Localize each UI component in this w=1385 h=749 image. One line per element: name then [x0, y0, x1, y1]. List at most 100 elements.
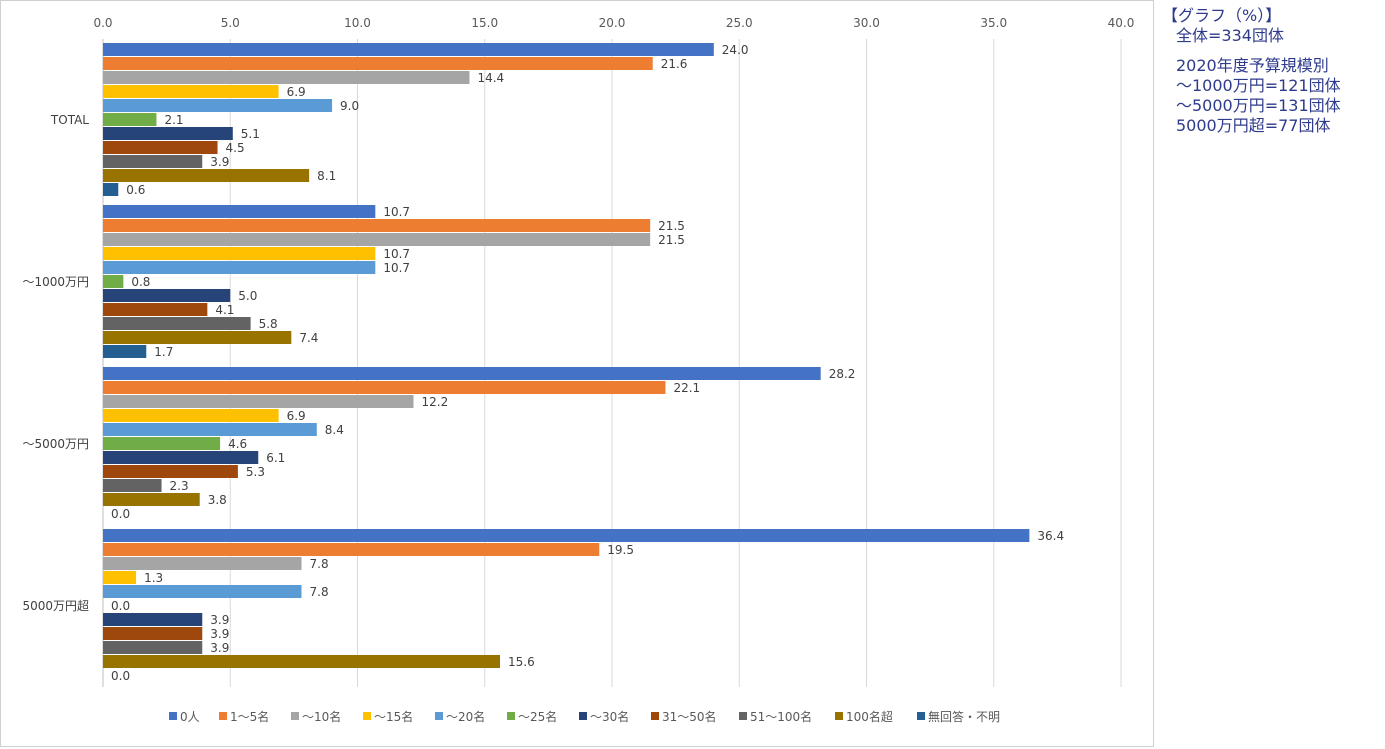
legend-label: ～10名 — [302, 709, 341, 724]
legend-swatch — [291, 712, 299, 720]
data-label: 2.1 — [164, 113, 183, 127]
bar — [103, 655, 501, 668]
data-label: 3.9 — [210, 155, 229, 169]
legend-swatch — [169, 712, 177, 720]
data-label: 36.4 — [1037, 529, 1064, 543]
legend-swatch — [219, 712, 227, 720]
bar — [103, 99, 333, 112]
legend-label: ～15名 — [374, 709, 413, 724]
data-label: 21.5 — [658, 233, 685, 247]
x-tick-label: 25.0 — [726, 16, 753, 30]
bar — [103, 205, 376, 218]
bar — [103, 543, 600, 556]
data-label: 1.7 — [154, 345, 173, 359]
data-label: 9.0 — [340, 99, 359, 113]
legend-swatch — [835, 712, 843, 720]
bar — [103, 395, 414, 408]
x-tick-label: 30.0 — [853, 16, 880, 30]
bar — [103, 219, 651, 232]
bar — [103, 529, 1030, 542]
x-tick-label: 5.0 — [221, 16, 240, 30]
bar — [103, 345, 147, 358]
legend-label: ～25名 — [518, 709, 557, 724]
bar — [103, 261, 376, 274]
legend-label: 1～5名 — [230, 709, 269, 724]
category-label: ～1000万円 — [22, 275, 89, 289]
bar — [103, 479, 162, 492]
x-tick-label: 0.0 — [93, 16, 112, 30]
notes-line: 2020年度予算規模別 — [1176, 56, 1329, 75]
data-label: 10.7 — [383, 205, 410, 219]
legend-swatch — [363, 712, 371, 720]
legend-label: ～20名 — [446, 709, 485, 724]
notes-total: 全体=334団体 — [1176, 26, 1284, 45]
bar — [103, 289, 231, 302]
bar — [103, 57, 653, 70]
x-tick-label: 10.0 — [344, 16, 371, 30]
notes-line: ～1000万円=121団体 — [1176, 76, 1341, 95]
bar — [103, 423, 317, 436]
data-label: 3.8 — [208, 493, 227, 507]
data-label: 19.5 — [607, 543, 634, 557]
legend-label: 0人 — [180, 710, 200, 724]
legend-label: 31～50名 — [662, 709, 717, 724]
data-label: 1.3 — [144, 571, 163, 585]
bar — [103, 451, 259, 464]
data-label: 8.1 — [317, 169, 336, 183]
bar — [103, 585, 302, 598]
bar — [103, 183, 119, 196]
legend-swatch — [651, 712, 659, 720]
data-label: 24.0 — [722, 43, 749, 57]
notes-panel: 【グラフ（%）】 全体=334団体 2020年度予算規模別 ～1000万円=12… — [1162, 6, 1382, 136]
data-label: 8.4 — [325, 423, 344, 437]
data-label: 5.3 — [246, 465, 265, 479]
notes-line: 5000万円超=77団体 — [1176, 116, 1331, 135]
bar — [103, 155, 203, 168]
legend-swatch — [507, 712, 515, 720]
bar — [103, 409, 279, 422]
x-tick-label: 40.0 — [1108, 16, 1135, 30]
bar — [103, 169, 310, 182]
data-label: 2.3 — [170, 479, 189, 493]
bar — [103, 641, 203, 654]
bar — [103, 317, 251, 330]
bar — [103, 127, 233, 140]
legend-label: ～30名 — [590, 709, 629, 724]
legend-swatch — [579, 712, 587, 720]
bar — [103, 571, 137, 584]
x-tick-label: 15.0 — [471, 16, 498, 30]
data-label: 6.9 — [287, 409, 306, 423]
data-label: 21.6 — [661, 57, 688, 71]
data-label: 7.8 — [310, 557, 329, 571]
bar — [103, 465, 238, 478]
bar — [103, 367, 821, 380]
bar — [103, 303, 208, 316]
legend-swatch — [739, 712, 747, 720]
data-label: 6.1 — [266, 451, 285, 465]
data-label: 4.1 — [215, 303, 234, 317]
data-label: 15.6 — [508, 655, 535, 669]
category-label: 5000万円超 — [22, 598, 89, 613]
bar — [103, 113, 157, 126]
legend-label: 無回答・不明 — [928, 709, 1000, 724]
bar — [103, 381, 666, 394]
bar — [103, 85, 279, 98]
data-label: 5.0 — [238, 289, 257, 303]
x-tick-label: 35.0 — [980, 16, 1007, 30]
category-label: TOTAL — [50, 113, 89, 127]
data-label: 10.7 — [383, 261, 410, 275]
bar — [103, 71, 470, 84]
bar — [103, 437, 221, 450]
data-label: 3.9 — [210, 641, 229, 655]
data-label: 10.7 — [383, 247, 410, 261]
legend-swatch — [917, 712, 925, 720]
legend-label: 51～100名 — [750, 709, 812, 724]
data-label: 4.6 — [228, 437, 247, 451]
legend-swatch — [435, 712, 443, 720]
bar — [103, 247, 376, 260]
data-label: 5.8 — [259, 317, 278, 331]
data-label: 0.6 — [126, 183, 145, 197]
data-label: 14.4 — [477, 71, 504, 85]
bar — [103, 613, 203, 626]
bar — [103, 43, 714, 56]
